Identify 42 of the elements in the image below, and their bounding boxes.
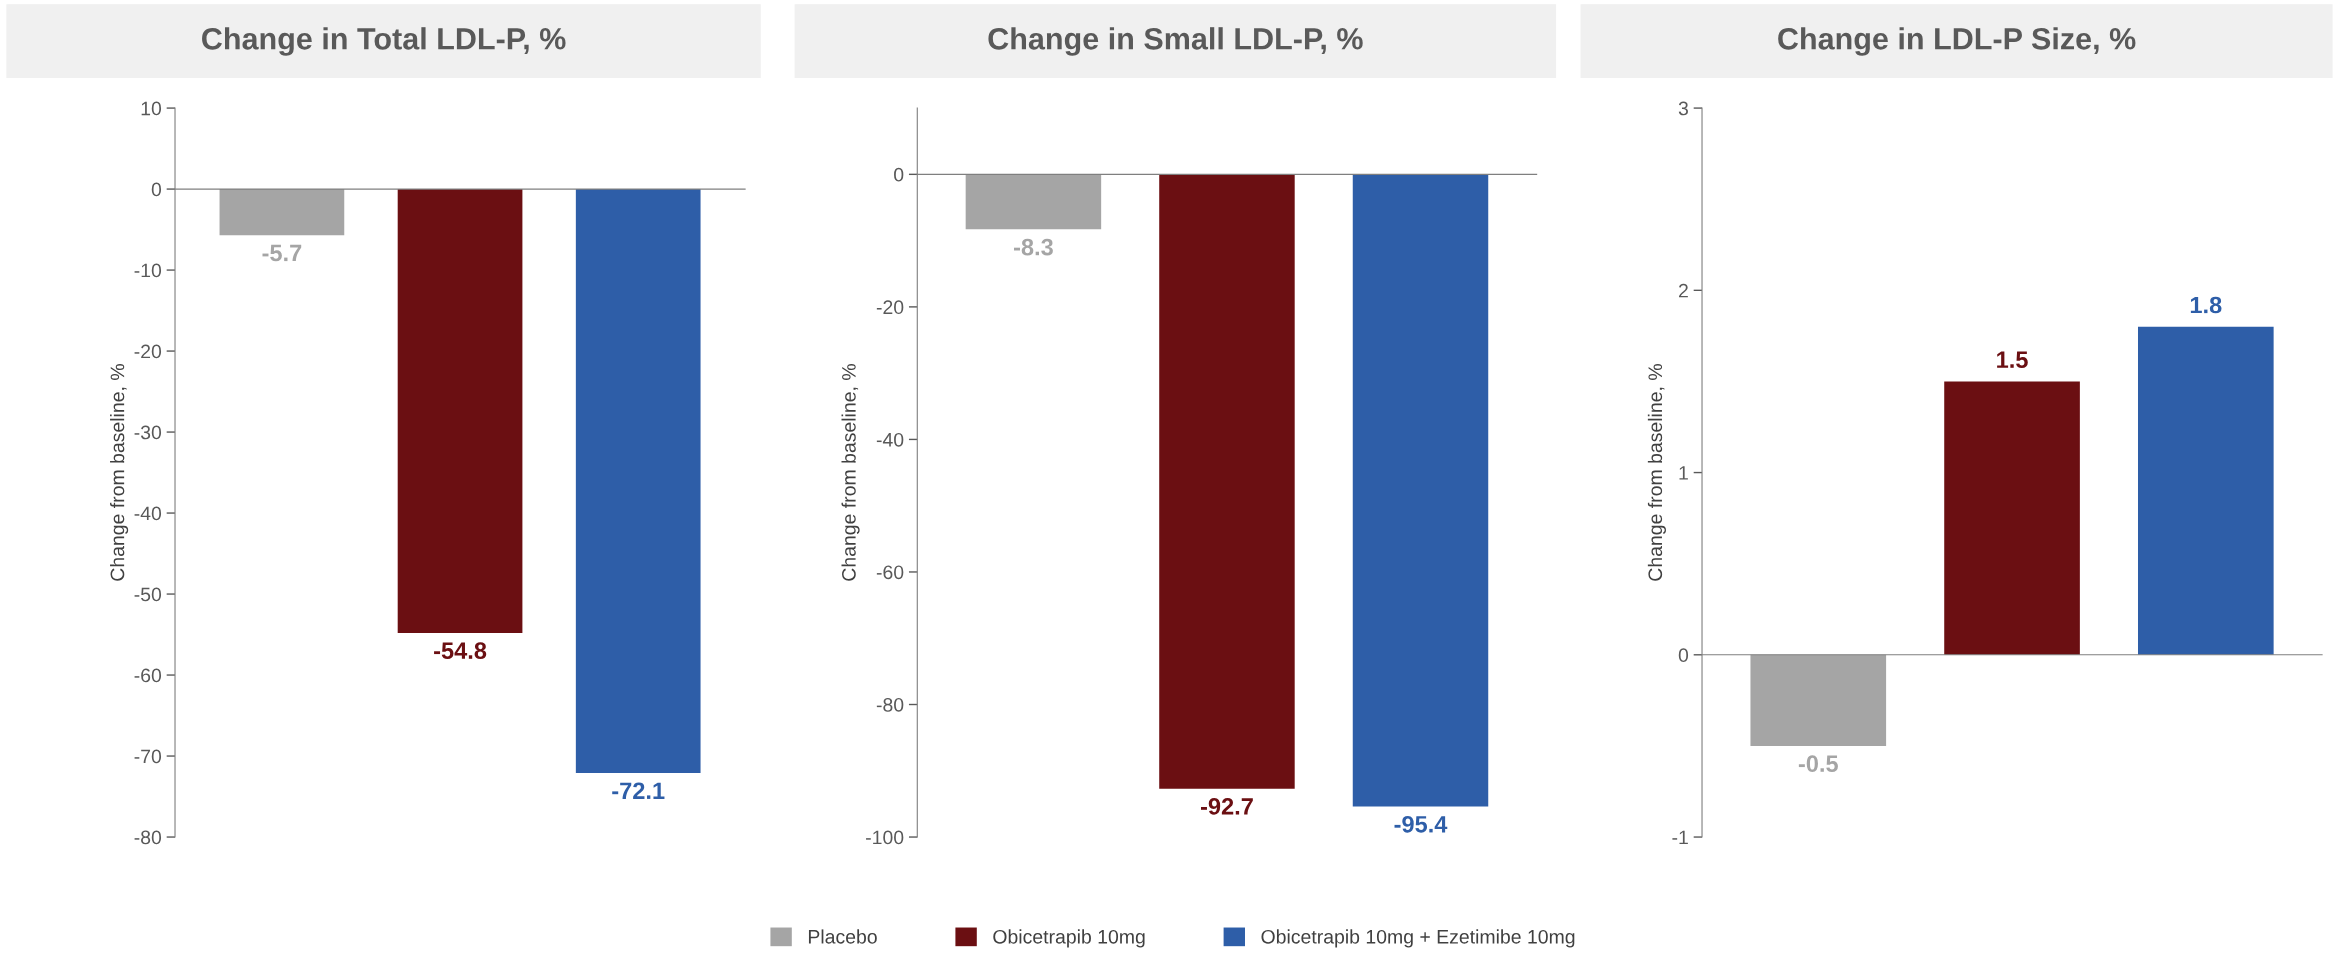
y-axis-title: Change from baseline, % [841,364,860,581]
y-tick-label: -70 [134,749,162,764]
y-tick-label: -1 [1672,830,1688,845]
data-label: -8.3 [1013,238,1053,256]
chart-title: Change in Small LDL-P, % [988,27,1363,56]
y-tick-label: 0 [894,167,904,182]
y-tick-label: -10 [134,263,162,278]
y-tick-label: -20 [876,300,904,315]
data-label: -0.5 [1798,755,1838,773]
legend-label: Placebo [808,929,877,944]
y-tick-label: 1 [1679,466,1688,480]
chart-title: Change in Total LDL-P, % [202,27,566,56]
legend-label: Obicetrapib 10mg + Ezetimibe 10mg [1261,929,1575,948]
y-tick-label: -40 [134,506,162,521]
y-tick-label: -40 [876,432,904,447]
y-tick-label: -60 [876,565,904,580]
y-tick-label: 0 [1678,648,1689,663]
bar [1944,381,2080,655]
y-tick-label: 10 [141,101,162,116]
y-tick-label: 2 [1678,283,1688,298]
y-tick-label: -30 [134,425,162,440]
bar [1750,654,1887,746]
y-tick-label: 0 [151,182,162,197]
y-tick-label: -50 [134,587,162,602]
y-tick-label: -20 [134,344,162,359]
data-label: -72.1 [612,782,665,799]
y-axis-title: Change from baseline, % [1647,364,1666,581]
y-tick-label: -80 [876,697,904,712]
legend-label: Obicetrapib 10mg [993,929,1145,948]
data-label: -95.4 [1394,815,1448,833]
y-axis-title: Change from baseline, % [110,364,129,581]
y-tick-label: -100 [866,830,904,845]
chart-title: Change in LDL-P Size, % [1778,27,2136,56]
data-label: -54.8 [434,642,487,660]
bar [2137,326,2274,655]
data-label: 1.5 [1997,351,2028,369]
data-label: 1.8 [2190,296,2222,314]
y-tick-label: -60 [134,668,162,683]
y-tick-label: -80 [134,830,162,845]
data-label: -92.7 [1200,798,1253,815]
y-tick-label: 3 [1678,101,1688,116]
data-label: -5.7 [262,244,302,262]
